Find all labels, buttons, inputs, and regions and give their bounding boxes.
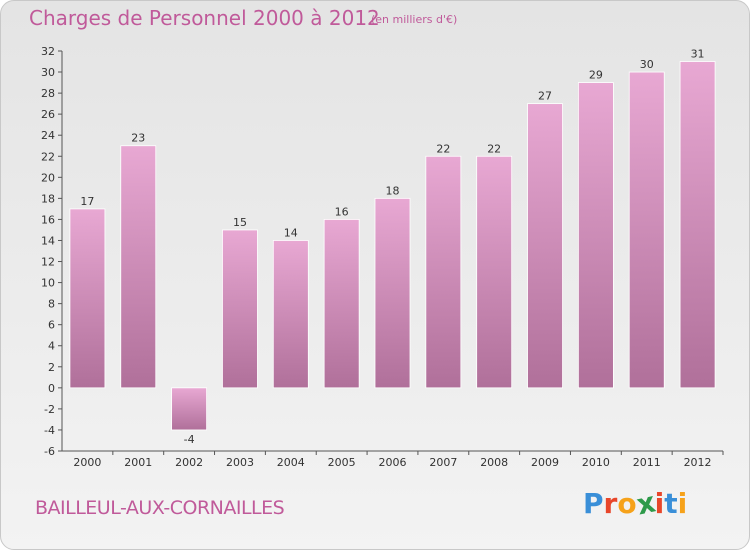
bar-value-label: 14 [284, 226, 298, 239]
bar-value-label: 23 [131, 132, 145, 145]
x-tick-label: 2000 [73, 456, 101, 469]
chart-bars [69, 61, 716, 431]
bar-value-label: 22 [487, 142, 501, 155]
bar-2005 [323, 219, 360, 389]
y-tick-label: -2 [44, 403, 55, 416]
y-tick-label: -6 [44, 445, 55, 458]
bar-2000 [69, 208, 106, 389]
x-tick-label: 2006 [379, 456, 407, 469]
y-tick-label: 16 [41, 213, 55, 226]
commune-name: BAILLEUL-AUX-CORNAILLES [35, 497, 285, 519]
y-tick-label: 8 [48, 298, 55, 311]
x-tick-label: 2003 [226, 456, 254, 469]
x-tick-label: 2005 [328, 456, 356, 469]
y-tick-label: 10 [41, 277, 55, 290]
y-tick-label: 26 [41, 108, 55, 121]
bar-value-label: -4 [184, 433, 195, 446]
y-tick-label: 20 [41, 171, 55, 184]
bar-value-label: 18 [386, 184, 400, 197]
bar-value-label: 22 [436, 142, 450, 155]
x-tick-label: 2004 [277, 456, 305, 469]
x-tick-label: 2007 [429, 456, 457, 469]
bar-2004 [272, 240, 309, 389]
logo-letter: i [654, 487, 665, 520]
bar-2011 [628, 71, 665, 389]
bar-2009 [527, 103, 563, 389]
logo-letter: P [583, 487, 604, 520]
y-tick-label: 6 [48, 319, 55, 332]
x-tick-label: 2011 [633, 456, 661, 469]
bar-2008 [476, 155, 513, 389]
logo-letter: t [664, 487, 678, 520]
x-tick-label: 2010 [582, 456, 610, 469]
bar-value-label: 30 [640, 58, 654, 71]
y-tick-label: 0 [48, 382, 55, 395]
x-tick-label: 2008 [480, 456, 508, 469]
y-tick-label: 4 [48, 340, 55, 353]
bar-2007 [425, 155, 462, 389]
bar-value-label: 16 [335, 205, 349, 218]
bar-2002 [171, 387, 208, 431]
bar-2006 [374, 197, 411, 389]
bar-value-label: 31 [691, 48, 705, 61]
logo-letter: i [677, 487, 688, 520]
y-tick-label: 2 [48, 361, 55, 374]
x-tick-label: 2002 [175, 456, 203, 469]
y-tick-label: 24 [41, 129, 55, 142]
proxiti-logo[interactable]: Proxiti [583, 485, 688, 521]
bar-2003 [222, 229, 258, 389]
bar-2010 [577, 82, 614, 389]
y-tick-label: 18 [41, 192, 55, 205]
bar-2012 [679, 61, 716, 389]
bar-value-label: 27 [538, 90, 552, 103]
y-tick-label: 32 [41, 45, 55, 58]
bar-value-label: 17 [80, 195, 94, 208]
y-tick-label: 14 [41, 234, 55, 247]
chart-data-labels: 17 23 -4 15 14 16 18 22 22 27 29 30 31 [80, 48, 704, 446]
logo-letter: r [603, 487, 618, 520]
bar-2001 [120, 145, 157, 389]
x-tick-label: 2001 [124, 456, 152, 469]
y-tick-label: 28 [41, 87, 55, 100]
chart-unit: (en milliers d'€) [371, 13, 458, 26]
y-tick-label: 30 [41, 66, 55, 79]
bar-value-label: 29 [589, 69, 603, 82]
x-tick-label: 2009 [531, 456, 559, 469]
y-tick-label: 12 [41, 256, 55, 269]
logo-letter: o [617, 487, 637, 520]
x-tick-label: 2012 [684, 456, 712, 469]
bar-value-label: 15 [233, 216, 247, 229]
chart-title: Charges de Personnel 2000 à 2012 [29, 6, 380, 30]
y-tick-label: -4 [44, 424, 55, 437]
y-tick-label: 22 [41, 150, 55, 163]
